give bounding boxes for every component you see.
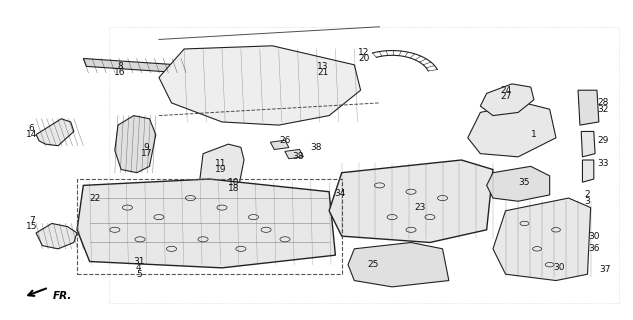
Text: 33: 33 [598,159,609,168]
Text: 17: 17 [141,149,152,158]
Text: 31: 31 [133,257,144,266]
Polygon shape [348,243,449,287]
Text: 12: 12 [358,48,370,57]
Text: 15: 15 [26,222,37,231]
Text: 19: 19 [215,165,227,174]
Polygon shape [468,103,556,157]
Text: 3: 3 [585,197,591,206]
Bar [270,140,289,149]
Text: 30: 30 [588,232,599,241]
Text: 1: 1 [531,130,537,139]
Text: 16: 16 [114,68,125,77]
Text: 20: 20 [358,54,370,63]
Text: 7: 7 [28,216,35,225]
Text: 18: 18 [227,184,239,193]
Text: 26: 26 [279,136,291,146]
Polygon shape [36,119,74,146]
Bar [77,179,342,274]
Text: 22: 22 [89,194,100,203]
Text: 8: 8 [117,62,123,71]
Text: 38: 38 [311,143,322,152]
Text: 6: 6 [28,124,35,133]
Text: 11: 11 [215,159,227,168]
Text: 28: 28 [598,99,609,108]
Text: 38: 38 [292,152,303,161]
Polygon shape [329,160,493,243]
Polygon shape [582,160,594,182]
Text: 14: 14 [26,130,37,139]
Text: 23: 23 [415,203,426,212]
Polygon shape [77,179,335,268]
Polygon shape [84,59,181,73]
Text: 35: 35 [518,178,530,187]
Polygon shape [480,84,534,116]
Text: 9: 9 [144,143,149,152]
Text: FR.: FR. [53,291,72,301]
Polygon shape [200,144,244,198]
Text: 4: 4 [136,263,142,272]
Text: 27: 27 [500,92,511,101]
Text: 10: 10 [227,178,239,187]
Text: 5: 5 [136,270,142,279]
Text: 21: 21 [317,68,329,77]
Polygon shape [36,223,77,249]
Polygon shape [581,132,595,157]
Text: 29: 29 [598,136,609,146]
Text: 2: 2 [585,190,591,199]
Text: 30: 30 [553,263,565,272]
Polygon shape [159,46,361,125]
Polygon shape [493,198,591,281]
Text: 13: 13 [317,62,329,71]
Polygon shape [115,116,156,173]
Text: 37: 37 [599,265,611,274]
Text: 1995 Honda Odyssey: 1995 Honda Odyssey [272,11,361,20]
Polygon shape [487,166,549,201]
Polygon shape [578,90,599,125]
Text: 32: 32 [598,105,609,114]
Text: 36: 36 [588,244,599,253]
Text: 24: 24 [500,86,511,95]
Bar [285,149,303,159]
Text: 34: 34 [335,189,346,198]
Text: 25: 25 [368,260,379,269]
